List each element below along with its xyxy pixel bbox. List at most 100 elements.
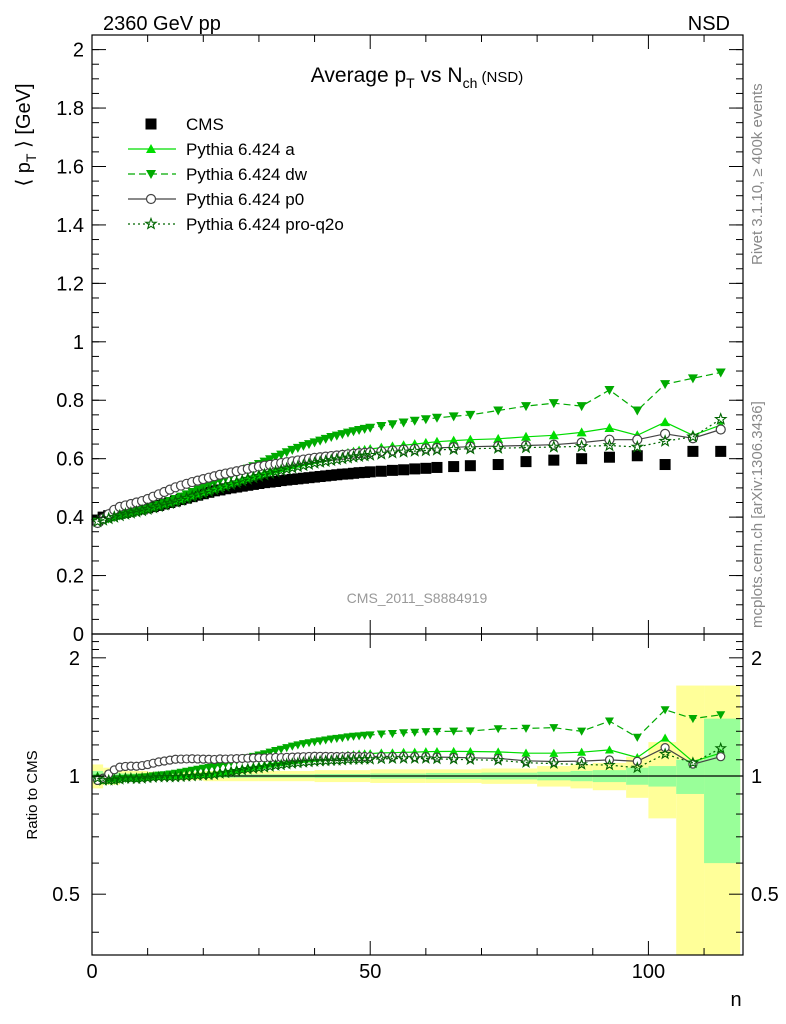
series-0-point bbox=[342, 468, 354, 480]
series-2-ratio-point bbox=[293, 741, 303, 750]
series-4-point bbox=[224, 477, 238, 491]
series-2-point bbox=[287, 445, 298, 455]
legend-entry: Pythia 6.424 pro-q2o bbox=[128, 215, 344, 234]
series-4-point bbox=[157, 497, 172, 511]
series-0-point bbox=[631, 450, 643, 462]
series-4-point bbox=[519, 440, 533, 454]
series-4-ratio-point bbox=[241, 762, 255, 775]
series-1-ratio-point bbox=[493, 747, 503, 756]
series-2-ratio-point bbox=[287, 742, 297, 751]
series-0-point bbox=[325, 469, 337, 481]
y-tick-label: 0.4 bbox=[56, 507, 84, 529]
series-2-point bbox=[448, 412, 459, 422]
series-4-point bbox=[335, 451, 350, 465]
series-4-point bbox=[285, 460, 300, 474]
ratio-tick-label-right: 0.5 bbox=[751, 884, 779, 906]
legend-marker bbox=[144, 216, 158, 230]
series-2-point bbox=[660, 380, 671, 390]
series-0-point bbox=[303, 472, 315, 484]
series-2-ratio-point bbox=[577, 727, 587, 736]
series-4-ratio-point bbox=[263, 759, 277, 772]
series-0-point bbox=[309, 471, 321, 483]
y-tick-label: 1.4 bbox=[56, 215, 84, 237]
ratio-tick-label: 2 bbox=[69, 648, 80, 670]
series-1-ratio-point bbox=[521, 748, 531, 757]
series-2-ratio-point bbox=[387, 730, 397, 739]
series-4-ratio-point bbox=[603, 758, 616, 771]
series-4-ratio-point bbox=[658, 747, 672, 760]
series-1-main bbox=[92, 417, 726, 525]
series-4-point bbox=[686, 429, 700, 443]
series-2-ratio-point bbox=[360, 731, 370, 740]
series-2-point bbox=[409, 416, 420, 426]
header-right-label: NSD bbox=[688, 13, 730, 35]
series-0-point bbox=[364, 466, 376, 478]
series-4-point bbox=[491, 441, 505, 454]
series-2-point bbox=[164, 497, 175, 507]
series-0-point bbox=[348, 467, 360, 479]
legend-label: Pythia 6.424 pro-q2o bbox=[186, 215, 344, 234]
series-0-point bbox=[715, 445, 727, 457]
series-4-point bbox=[330, 452, 344, 466]
series-4-ratio-point bbox=[447, 752, 460, 765]
series-4-point bbox=[313, 455, 327, 468]
series-3-main bbox=[92, 424, 726, 529]
series-4-point bbox=[113, 508, 127, 522]
series-3-ratio-point bbox=[716, 752, 726, 762]
series-4-ratio-point bbox=[219, 766, 232, 779]
series-1-point bbox=[448, 435, 459, 445]
series-1-ratio-point bbox=[604, 745, 614, 754]
series-2-ratio-point bbox=[449, 727, 459, 736]
series-1-point bbox=[604, 423, 615, 433]
series-4-ratio-point bbox=[291, 756, 305, 769]
series-4-ratio-point bbox=[91, 771, 104, 784]
ratio-axis-label: Ratio to CMS bbox=[24, 750, 41, 839]
legend-entry: CMS bbox=[145, 115, 224, 134]
legend-marker bbox=[146, 170, 156, 179]
series-2-point bbox=[576, 402, 587, 412]
series-0-point bbox=[292, 473, 304, 485]
series-4-point bbox=[218, 478, 233, 492]
legend-entry: Pythia 6.424 p0 bbox=[128, 190, 304, 209]
series-4-point bbox=[107, 509, 122, 523]
series-2-ratio-point bbox=[716, 711, 726, 720]
legend-marker bbox=[145, 118, 157, 130]
series-2-point bbox=[331, 431, 342, 441]
band-stat bbox=[704, 718, 741, 864]
series-2-point bbox=[270, 452, 281, 462]
series-2-ratio-point bbox=[337, 734, 347, 743]
series-2-point bbox=[292, 443, 303, 453]
series-4-point bbox=[713, 412, 728, 426]
series-4-ratio-point bbox=[235, 763, 249, 776]
series-2-point bbox=[387, 420, 398, 430]
series-4-point bbox=[302, 457, 316, 471]
series-4-point bbox=[430, 442, 444, 456]
series-2-ratio-point bbox=[321, 736, 331, 745]
series-2-ratio-point bbox=[332, 734, 342, 744]
series-4-point bbox=[118, 507, 133, 520]
legend-label: Pythia 6.424 p0 bbox=[186, 190, 304, 209]
y-tick-label: 0.8 bbox=[56, 390, 84, 412]
series-4-point bbox=[190, 487, 205, 501]
series-0-point bbox=[336, 468, 348, 480]
series-0-point bbox=[492, 459, 504, 471]
series-2-point bbox=[309, 438, 320, 448]
y-tick-label: 1.8 bbox=[56, 98, 84, 120]
series-2-point bbox=[493, 406, 504, 416]
series-4-point bbox=[307, 456, 322, 469]
legend-marker bbox=[145, 193, 157, 205]
series-4-point bbox=[229, 475, 244, 489]
series-2-ratio-point bbox=[315, 737, 325, 746]
legend-entry: Pythia 6.424 dw bbox=[128, 165, 308, 184]
series-0-point bbox=[320, 470, 332, 482]
series-1-point bbox=[576, 427, 587, 437]
x-tick-label: 100 bbox=[632, 961, 665, 983]
series-4-point bbox=[207, 482, 222, 496]
series-4-point bbox=[341, 450, 355, 464]
series-4-point bbox=[235, 473, 250, 487]
series-2-ratio-point bbox=[271, 746, 281, 756]
series-2-ratio-point bbox=[298, 740, 308, 749]
series-2-ratio-point bbox=[265, 748, 275, 757]
series-2-point bbox=[548, 399, 559, 409]
